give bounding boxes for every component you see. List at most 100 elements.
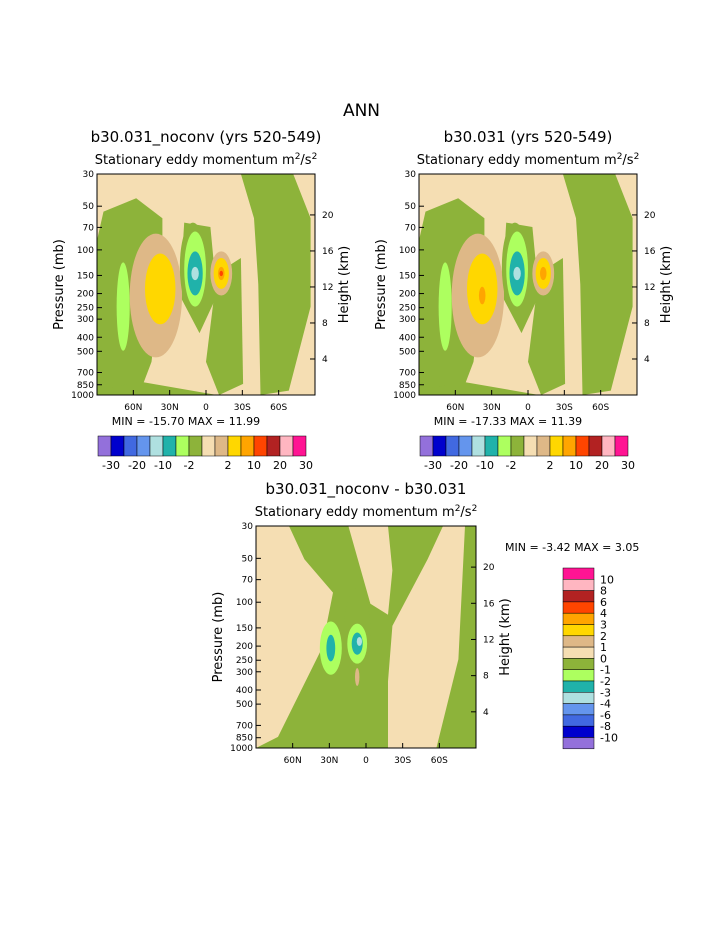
colorbar-swatch (614, 435, 629, 457)
colorbar: -30 -20 -10 -2 2 10 20 30 (97, 435, 313, 472)
panel-control: b30.031 (yrs 520-549) Stationary eddy mom… (374, 128, 674, 472)
x-tick-label: 30S (556, 403, 573, 413)
colorbar-swatch (123, 435, 138, 457)
contour-positive-1 (355, 668, 360, 686)
panel-title: b30.031_noconv - b30.031 (266, 480, 467, 499)
colorbar-label: -2 (600, 675, 611, 688)
y-tick-label: 300 (399, 315, 416, 325)
y-tick-label: 1000 (230, 744, 253, 754)
panel-subtitle: Stationary eddy momentum m2/s2 (417, 152, 640, 168)
colorbar-swatch (471, 435, 486, 457)
y2-tick-label: 16 (322, 247, 334, 257)
y-tick-label: 400 (399, 333, 416, 343)
x-tick-label: 0 (363, 756, 369, 766)
y2-tick-label: 12 (322, 283, 333, 293)
y-tick-label: 200 (236, 642, 253, 652)
colorbar-swatch (562, 579, 595, 591)
contour-zero-to-one (388, 526, 465, 748)
y-tick-label: 50 (242, 554, 254, 564)
x-tick-label: 30N (161, 403, 179, 413)
colorbar-label: 10 (600, 573, 614, 586)
colorbar-swatch (240, 435, 255, 457)
y2-axis-label: Height (km) (659, 246, 674, 323)
x-tick-label: 0 (203, 403, 209, 413)
colorbar-swatch (214, 435, 229, 457)
colorbar-label: 30 (299, 459, 313, 472)
colorbar-swatch (562, 567, 595, 580)
colorbar-swatch (510, 435, 525, 457)
y-tick-label: 30 (242, 522, 254, 532)
colorbar-label: -8 (600, 720, 611, 733)
colorbar-swatch (523, 435, 538, 457)
y-tick-label: 700 (236, 721, 253, 731)
contour-negative-4 (356, 637, 363, 646)
panel-subtitle: Stationary eddy momentum m2/s2 (255, 504, 478, 520)
y-tick-label: 500 (77, 347, 94, 357)
colorbar-swatch (562, 658, 595, 670)
y-tick-label: 300 (77, 315, 94, 325)
panel-subtitle: Stationary eddy momentum m2/s2 (95, 152, 318, 168)
y2-tick-label: 12 (644, 283, 655, 293)
contour-band-negative (206, 258, 244, 395)
y2-tick-label: 8 (322, 319, 328, 329)
panel-difference: b30.031_noconv - b30.031 Stationary eddy … (211, 480, 639, 766)
y-tick-label: 700 (399, 369, 416, 379)
colorbar-swatch (549, 435, 564, 457)
x-tick-label: 30N (483, 403, 501, 413)
colorbar-swatch (432, 435, 447, 457)
x-tick-label: 0 (525, 403, 531, 413)
colorbar-swatch (266, 435, 281, 457)
colorbar-swatch (562, 635, 595, 648)
y-tick-label: 100 (399, 246, 416, 256)
colorbar-swatch (562, 737, 595, 750)
colorbar-label: -6 (600, 709, 611, 722)
x-tick-label: 30S (234, 403, 251, 413)
y-tick-label: 30 (83, 170, 95, 180)
y-tick-label: 50 (405, 202, 417, 212)
y2-axis-label: Height (km) (337, 246, 352, 323)
contour-positive-2 (144, 253, 176, 325)
contour-positive-4 (219, 270, 224, 277)
colorbar-label: -4 (600, 698, 611, 711)
colorbar-label: 2 (547, 459, 554, 472)
colorbar-swatch (484, 435, 499, 457)
y2-tick-label: 8 (483, 672, 489, 682)
colorbar-swatch (175, 435, 190, 457)
colorbar-label: 3 (600, 619, 607, 632)
contour-positive-3 (478, 286, 486, 305)
y-tick-label: 850 (77, 381, 94, 391)
colorbar-label: 2 (600, 630, 607, 643)
y2-tick-label: 20 (644, 211, 656, 221)
contour-positive-3 (539, 266, 547, 281)
colorbar-swatch (162, 435, 177, 457)
y-tick-label: 400 (236, 686, 253, 696)
contour-field (97, 174, 315, 395)
colorbar-swatch (497, 435, 512, 457)
colorbar-swatch (253, 435, 268, 457)
colorbar-swatch (562, 692, 595, 704)
y2-tick-label: 16 (644, 247, 656, 257)
y-tick-label: 100 (236, 598, 253, 608)
colorbar: -30 -20 -10 -2 2 10 20 30 (419, 435, 635, 472)
y2-tick-label: 16 (483, 599, 495, 609)
x-tick-label: 30N (320, 756, 338, 766)
colorbar-label: 2 (225, 459, 232, 472)
page-title: ANN (343, 101, 380, 121)
colorbar-label: 30 (621, 459, 635, 472)
min-max-text: MIN = -17.33 MAX = 11.39 (434, 415, 582, 428)
y2-tick-label: 4 (322, 355, 328, 365)
contour-band-negative (419, 381, 539, 395)
colorbar-swatch (292, 435, 307, 457)
y-tick-label: 70 (242, 576, 254, 586)
colorbar-swatch (562, 624, 595, 637)
contour-negative-4 (513, 266, 521, 281)
colorbar-swatch (562, 725, 595, 738)
min-max-text: MIN = -3.42 MAX = 3.05 (505, 541, 639, 554)
y-tick-label: 1000 (393, 391, 416, 401)
panel-title: b30.031_noconv (yrs 520-549) (91, 128, 322, 147)
colorbar-label: -10 (154, 459, 172, 472)
y-tick-label: 850 (236, 734, 253, 744)
colorbar-label: -20 (128, 459, 146, 472)
colorbar-swatch (227, 435, 242, 457)
